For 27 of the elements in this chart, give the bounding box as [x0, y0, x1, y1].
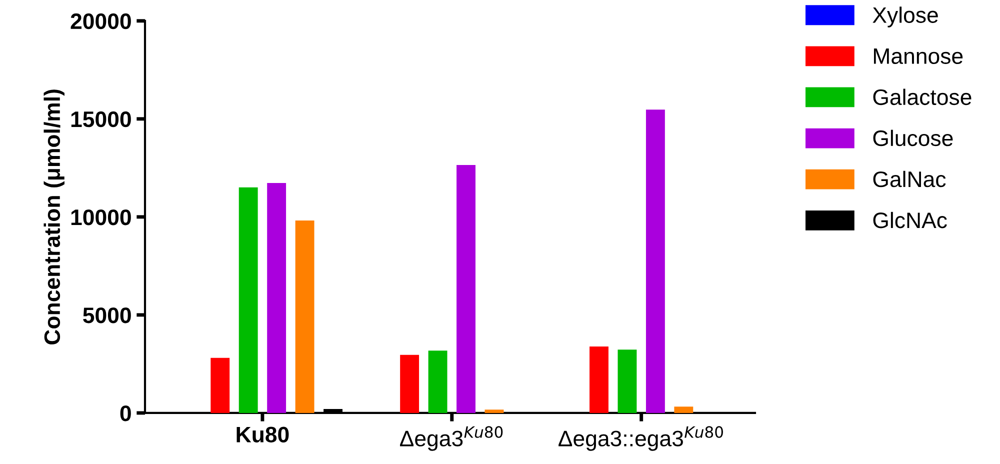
bar [646, 110, 665, 413]
y-tick-label: 15000 [71, 111, 131, 128]
bar [210, 358, 230, 413]
bar [295, 220, 314, 413]
legend-label: Glucose [873, 130, 953, 146]
bar [238, 187, 258, 413]
legend-label: Xylose [872, 6, 938, 28]
y-tick-label: 20000 [70, 13, 131, 30]
y-tick-label: 5000 [83, 307, 131, 324]
bar [400, 354, 420, 413]
bar [456, 164, 476, 413]
y-tick-label: 0 [120, 405, 131, 422]
bar [267, 183, 286, 413]
x-tick-label: Ku80 [236, 426, 289, 442]
bar [618, 350, 637, 413]
bar [590, 346, 608, 413]
bar [674, 406, 694, 413]
bar [428, 350, 448, 413]
x-tick-label: Δega3::ega3$^{Ku80}$ [558, 426, 723, 451]
y-tick-label: 10000 [71, 209, 131, 226]
bar [484, 410, 504, 413]
y-axis-title: Concentration (μmol/ml) [44, 90, 64, 344]
legend-label: GlcNAc [873, 212, 947, 228]
legend-label: GalNac [873, 170, 946, 188]
legend-label: Mannose [874, 48, 963, 64]
x-tick-label: Δega3$^{Ku80}$ [400, 426, 503, 451]
legend-label: Galactose [873, 88, 972, 106]
